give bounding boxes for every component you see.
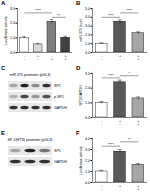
- svg-text:0.0: 0.0: [85, 51, 90, 55]
- svg-text:****: ****: [126, 9, 132, 13]
- svg-text:2.0: 2.0: [85, 159, 90, 163]
- svg-text:GAPDH: GAPDH: [54, 106, 67, 110]
- svg-text:GAPDH: GAPDH: [54, 160, 67, 164]
- svg-text:2.0: 2.0: [85, 86, 90, 90]
- html-text:B: B: [76, 0, 81, 6]
- svg-text:3.0: 3.0: [85, 72, 90, 76]
- svg-text:p-SP1: p-SP1: [54, 95, 64, 99]
- svg-text:4.0: 4.0: [85, 137, 90, 141]
- svg-text:+-: +-: [37, 54, 39, 62]
- svg-text:Luciferase activity: Luciferase activity: [79, 146, 83, 175]
- svg-text:SP-1(HTS) promoter (pGL3): SP-1(HTS) promoter (pGL3): [7, 138, 52, 142]
- html-text:F: F: [76, 130, 80, 136]
- html-text:E: E: [1, 130, 5, 136]
- svg-text:--: --: [101, 54, 103, 62]
- svg-text:Luciferase activity: Luciferase activity: [4, 16, 8, 45]
- svg-text:2.0: 2.0: [10, 21, 15, 25]
- svg-text:****: ****: [108, 74, 114, 78]
- svg-text:**: **: [128, 138, 131, 142]
- svg-text:SP1: SP1: [54, 84, 61, 88]
- svg-text:++: ++: [137, 184, 139, 192]
- svg-text:0.0: 0.0: [10, 51, 15, 55]
- svg-text:--: --: [101, 184, 103, 192]
- svg-text:++: ++: [137, 54, 139, 62]
- svg-text:3.0: 3.0: [10, 7, 15, 11]
- svg-text:0.0: 0.0: [85, 181, 90, 185]
- html-text:C: C: [1, 65, 6, 71]
- svg-text:+-: +-: [119, 54, 121, 62]
- svg-text:1.0: 1.0: [85, 42, 90, 46]
- svg-text:**: **: [57, 14, 60, 18]
- svg-text:1.0: 1.0: [85, 170, 90, 174]
- svg-text:1.0: 1.0: [10, 36, 15, 40]
- svg-text:****: ****: [35, 9, 41, 13]
- svg-text:++: ++: [137, 119, 139, 127]
- svg-text:-+: -+: [51, 54, 53, 62]
- svg-text:SP1/GAPDH: SP1/GAPDH: [79, 85, 83, 106]
- svg-text:++: ++: [65, 54, 67, 62]
- svg-text:3.0: 3.0: [85, 148, 90, 152]
- svg-text:****: ****: [108, 14, 114, 18]
- svg-text:+-: +-: [119, 184, 121, 192]
- svg-text:5.0: 5.0: [85, 7, 90, 11]
- svg-text:--: --: [24, 54, 26, 62]
- svg-text:3.0: 3.0: [85, 24, 90, 28]
- svg-text:4.0: 4.0: [85, 15, 90, 19]
- svg-text:1.0: 1.0: [85, 101, 90, 105]
- svg-text:0.0: 0.0: [85, 116, 90, 120]
- svg-text:+-: +-: [119, 119, 121, 127]
- html-text:D: D: [76, 65, 81, 71]
- svg-text:miR-375 level: miR-375 level: [79, 19, 83, 41]
- svg-text:SP1: SP1: [54, 149, 61, 153]
- svg-text:--: --: [101, 119, 103, 127]
- svg-text:****: ****: [108, 143, 114, 147]
- html-text:A: A: [1, 0, 6, 6]
- svg-text:2.0: 2.0: [85, 33, 90, 37]
- svg-text:miR-375 promoter (pGL3): miR-375 promoter (pGL3): [9, 73, 50, 77]
- svg-text:*: *: [128, 72, 130, 76]
